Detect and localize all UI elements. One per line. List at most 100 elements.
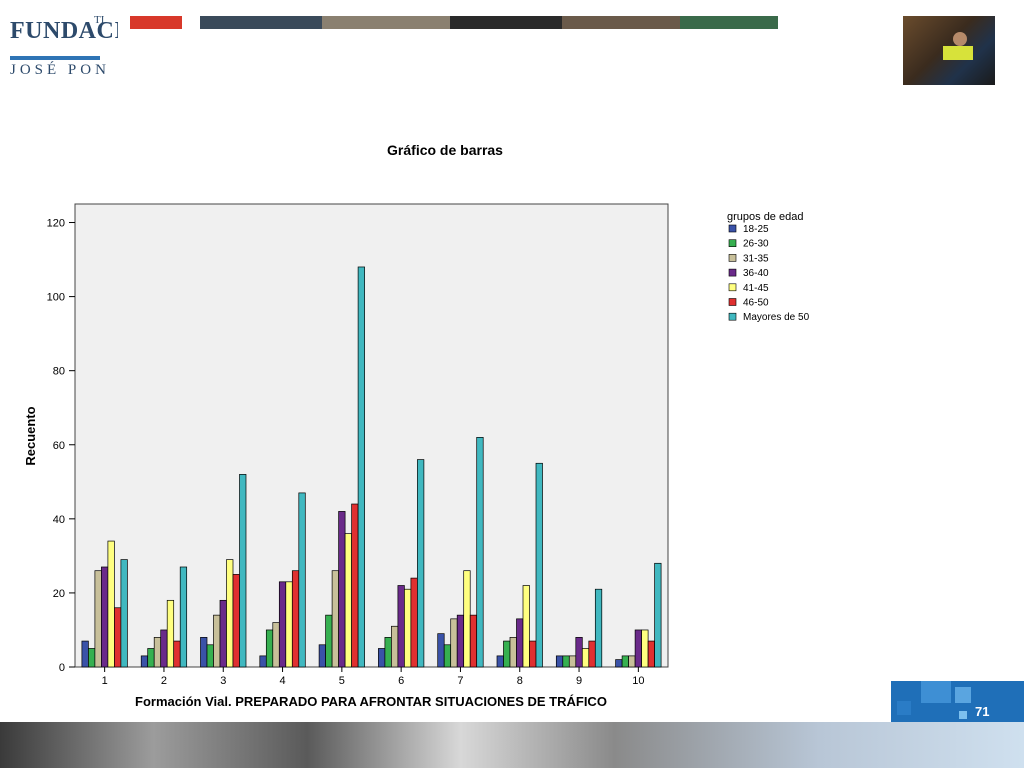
legend-entry-label: 26-30 [743, 239, 769, 250]
y-tick-label: 120 [47, 218, 65, 230]
bar-26-30-cat-10 [621, 655, 629, 668]
legend-swatch [728, 239, 737, 247]
bar-46-50-cat-7 [469, 614, 478, 668]
bar-41-45-cat-4 [285, 581, 293, 668]
bar-36-40-cat-3 [219, 599, 227, 668]
footer-photo-band [0, 722, 1024, 768]
bar-26-30-cat-6 [384, 637, 392, 668]
bar-46-50-cat-1 [114, 607, 122, 668]
y-tick-label: 0 [59, 662, 65, 674]
legend-swatch [728, 312, 737, 321]
legend-swatch [728, 298, 737, 306]
bar-41-45-cat-8 [522, 585, 530, 668]
bar-18-25-cat-3 [200, 637, 208, 668]
bar-18-25-cat-9 [555, 655, 564, 668]
legend-swatch [728, 283, 737, 292]
legend-entry-label: 31-35 [743, 253, 769, 264]
bar-36-40-cat-6 [397, 585, 405, 668]
bar-mayores-de-50-cat-9 [594, 588, 603, 668]
y-tick-label: 100 [47, 292, 65, 304]
x-tick-label: 3 [220, 675, 226, 687]
bar-26-30-cat-1 [88, 648, 96, 668]
chart-title: Gráfico de barras [387, 142, 503, 158]
bar-mayores-de-50-cat-5 [357, 266, 365, 668]
bar-46-50-cat-8 [529, 640, 537, 668]
bar-36-40-cat-5 [338, 511, 346, 668]
bar-46-50-cat-10 [647, 640, 655, 668]
y-tick-label: 20 [53, 588, 65, 600]
police-officer-photo [903, 16, 995, 85]
y-tick-label: 60 [53, 440, 65, 452]
legend-entry-label: Mayores de 50 [743, 312, 810, 323]
bar-26-30-cat-8 [503, 640, 511, 668]
footer-blue-panel [891, 681, 1024, 722]
chart-legend: grupos de edad 18-25 26-30 31-35 36-40 41-45… [727, 211, 810, 323]
bar-mayores-de-50-cat-6 [417, 459, 425, 668]
y-axis: 0 20 40 60 80 100 120 [47, 218, 75, 674]
x-tick-label: 1 [102, 675, 108, 687]
x-tick-label: 9 [576, 675, 582, 687]
logo-superscript: TI [94, 14, 105, 26]
x-axis-label: Formación Vial. PREPARADO PARA AFRONTAR … [135, 694, 607, 709]
bar-mayores-de-50-cat-8 [535, 462, 543, 668]
y-tick-label: 80 [53, 366, 65, 378]
bar-41-45-cat-10 [641, 629, 649, 668]
x-tick-label: 6 [398, 675, 404, 687]
logo-text-bottom: JOSÉ PON [10, 62, 110, 78]
bar-26-30-cat-9 [562, 655, 570, 668]
bar-31-35-cat-4 [272, 622, 280, 668]
x-tick-label: 5 [339, 675, 345, 687]
bar-41-45-cat-7 [463, 570, 471, 668]
page-number: 71 [975, 704, 990, 719]
bar-41-45-cat-9 [581, 648, 590, 668]
bar-36-40-cat-7 [456, 614, 465, 668]
legend-title: grupos de edad [727, 211, 803, 223]
legend-entry-label: 18-25 [743, 224, 769, 235]
legend-swatch [728, 254, 737, 262]
bar-46-50-cat-9 [588, 640, 596, 668]
x-tick-label: 8 [517, 675, 523, 687]
x-tick-label: 10 [632, 675, 644, 687]
bar-18-25-cat-6 [378, 648, 386, 668]
bar-mayores-de-50-cat-4 [298, 492, 306, 668]
bar-26-30-cat-2 [147, 648, 155, 668]
bar-26-30-cat-4 [265, 629, 274, 668]
header-photo-strip [118, 16, 878, 29]
y-tick-label: 40 [53, 514, 65, 526]
bar-41-45-cat-1 [107, 540, 115, 668]
legend-entry-label: 36-40 [743, 268, 769, 279]
legend-swatch [728, 224, 737, 233]
logo-rule [10, 56, 100, 60]
bar-36-40-cat-10 [634, 629, 642, 668]
x-tick-label: 2 [161, 675, 167, 687]
bar-mayores-de-50-cat-7 [476, 437, 484, 668]
bar-31-35-cat-1 [94, 570, 102, 668]
legend-swatch [728, 268, 737, 277]
y-axis-label: Recuento [23, 406, 38, 465]
bar-mayores-de-50-cat-10 [654, 562, 662, 668]
bar-46-50-cat-2 [173, 640, 181, 668]
bar-18-25-cat-5 [318, 644, 326, 668]
legend-entry-label: 41-45 [743, 283, 769, 294]
bar-41-45-cat-5 [344, 533, 352, 668]
bar-46-50-cat-5 [351, 503, 359, 668]
bar-18-25-cat-4 [259, 655, 267, 668]
bar-31-35-cat-6 [391, 625, 399, 668]
plot-area [74, 203, 669, 668]
bar-46-50-cat-3 [232, 574, 240, 668]
x-tick-label: 7 [457, 675, 463, 687]
bar-mayores-de-50-cat-2 [179, 566, 188, 668]
bar-36-40-cat-2 [160, 629, 168, 668]
bar-31-35-cat-5 [331, 570, 339, 668]
x-axis: 1 2 3 4 5 6 7 8 9 10 [102, 667, 644, 687]
legend-entry-label: 46-50 [743, 298, 769, 309]
bar-18-25-cat-7 [437, 633, 445, 668]
bar-31-35-cat-8 [509, 637, 517, 668]
bar-36-40-cat-1 [101, 566, 109, 668]
bar-mayores-de-50-cat-1 [120, 559, 128, 668]
bar-46-50-cat-6 [410, 577, 418, 668]
x-tick-label: 4 [279, 675, 285, 687]
bar-31-35-cat-3 [213, 614, 221, 668]
bar-46-50-cat-4 [291, 570, 300, 668]
bar-31-35-cat-10 [628, 655, 636, 668]
